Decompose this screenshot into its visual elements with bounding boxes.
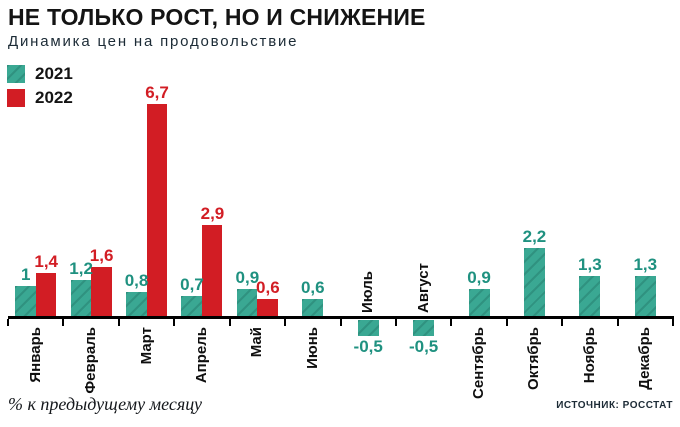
bar-2021-m3 — [126, 292, 147, 318]
bar-2021-m4 — [181, 295, 202, 318]
bar-value-2021-m12: 1,3 — [633, 255, 658, 275]
month-label-m2: Февраль — [82, 327, 100, 394]
axis-tick — [62, 319, 65, 326]
bar-2021-m10 — [523, 247, 545, 318]
bar-value-2021-m11: 1,3 — [578, 255, 602, 275]
bar-value-2022-m3: 6,7 — [145, 82, 169, 102]
bar-value-2022-m4: 2,9 — [200, 204, 225, 224]
axis-tick — [672, 319, 674, 326]
bar-value-2022-m1: 1,4 — [34, 252, 59, 272]
bar-value-2021-m5: 0,9 — [235, 268, 260, 288]
month-label-m11: Ноябрь — [580, 327, 598, 384]
month-label-m7: Июль — [359, 271, 377, 313]
month-label-m8: Август — [414, 263, 432, 313]
x-axis-line — [8, 316, 674, 319]
unit-note: % к предыдущему месяцу — [8, 394, 203, 414]
bar-value-2021-m3: 0,8 — [124, 271, 149, 291]
bar-2022-m3 — [146, 103, 168, 318]
month-label-m5: Май — [248, 327, 266, 358]
bar-2021-m9 — [468, 289, 490, 318]
legend-swatch-2022 — [7, 88, 25, 107]
bar-value-2021-m8: -0,5 — [408, 337, 439, 356]
bar-value-2021-m1: 1 — [20, 265, 31, 284]
axis-tick — [616, 319, 619, 326]
bar-value-2022-m2: 1,6 — [89, 245, 114, 265]
bar-2021-m6 — [302, 298, 324, 318]
source-credit: ИСТОЧНИК: РОССТАТ — [556, 400, 673, 411]
axis-tick — [7, 319, 9, 326]
bar-value-2021-m7: -0,5 — [353, 337, 383, 356]
month-label-m4: Апрель — [192, 327, 210, 384]
axis-tick — [117, 319, 120, 326]
month-label-m9: Сентябрь — [470, 327, 488, 399]
month-label-m6: Июнь — [303, 327, 321, 369]
bar-2022-m1 — [35, 273, 57, 318]
bar-value-2021-m6: 0,6 — [300, 277, 325, 297]
axis-tick — [339, 319, 342, 326]
axis-tick — [450, 319, 453, 326]
month-label-m12: Декабрь — [636, 327, 654, 390]
axis-tick — [505, 319, 508, 326]
chart-subtitle: Динамика цен на продовольствие — [8, 33, 299, 50]
bar-2021-m11 — [579, 276, 601, 318]
legend-item-2022: 2022 — [7, 88, 73, 107]
bar-2021-m2 — [70, 279, 92, 318]
bar-2022-m4 — [201, 225, 223, 318]
axis-tick — [284, 319, 287, 326]
bar-2021-m7 — [357, 320, 379, 336]
month-label-m1: Январь — [26, 327, 44, 383]
bar-value-2021-m10: 2,2 — [522, 226, 547, 246]
bar-value-2021-m4: 0,7 — [180, 274, 204, 294]
legend-swatch-2021 — [7, 64, 25, 83]
bar-value-2022-m5: 0,6 — [256, 277, 280, 297]
bar-2021-m8 — [413, 320, 435, 336]
axis-tick — [228, 319, 231, 326]
axis-tick — [394, 319, 397, 326]
bar-value-2021-m2: 1,2 — [69, 258, 93, 278]
bar-2021-m5 — [236, 289, 258, 318]
legend: 2021 2022 — [7, 64, 73, 112]
legend-label-2022: 2022 — [35, 87, 73, 107]
month-label-m3: Март — [137, 327, 155, 365]
bar-2021-m1 — [15, 286, 36, 318]
chart-title: НЕ ТОЛЬКО РОСТ, НО И СНИЖЕНИЕ — [8, 4, 426, 30]
bar-2022-m2 — [91, 266, 112, 318]
month-label-m10: Октябрь — [525, 327, 543, 390]
axis-tick — [173, 319, 176, 326]
legend-label-2021: 2021 — [35, 63, 73, 83]
legend-item-2021: 2021 — [7, 64, 73, 83]
bar-2022-m5 — [257, 298, 278, 318]
axis-tick — [561, 319, 564, 326]
bar-2021-m12 — [634, 276, 656, 318]
bar-value-2021-m9: 0,9 — [467, 268, 491, 288]
